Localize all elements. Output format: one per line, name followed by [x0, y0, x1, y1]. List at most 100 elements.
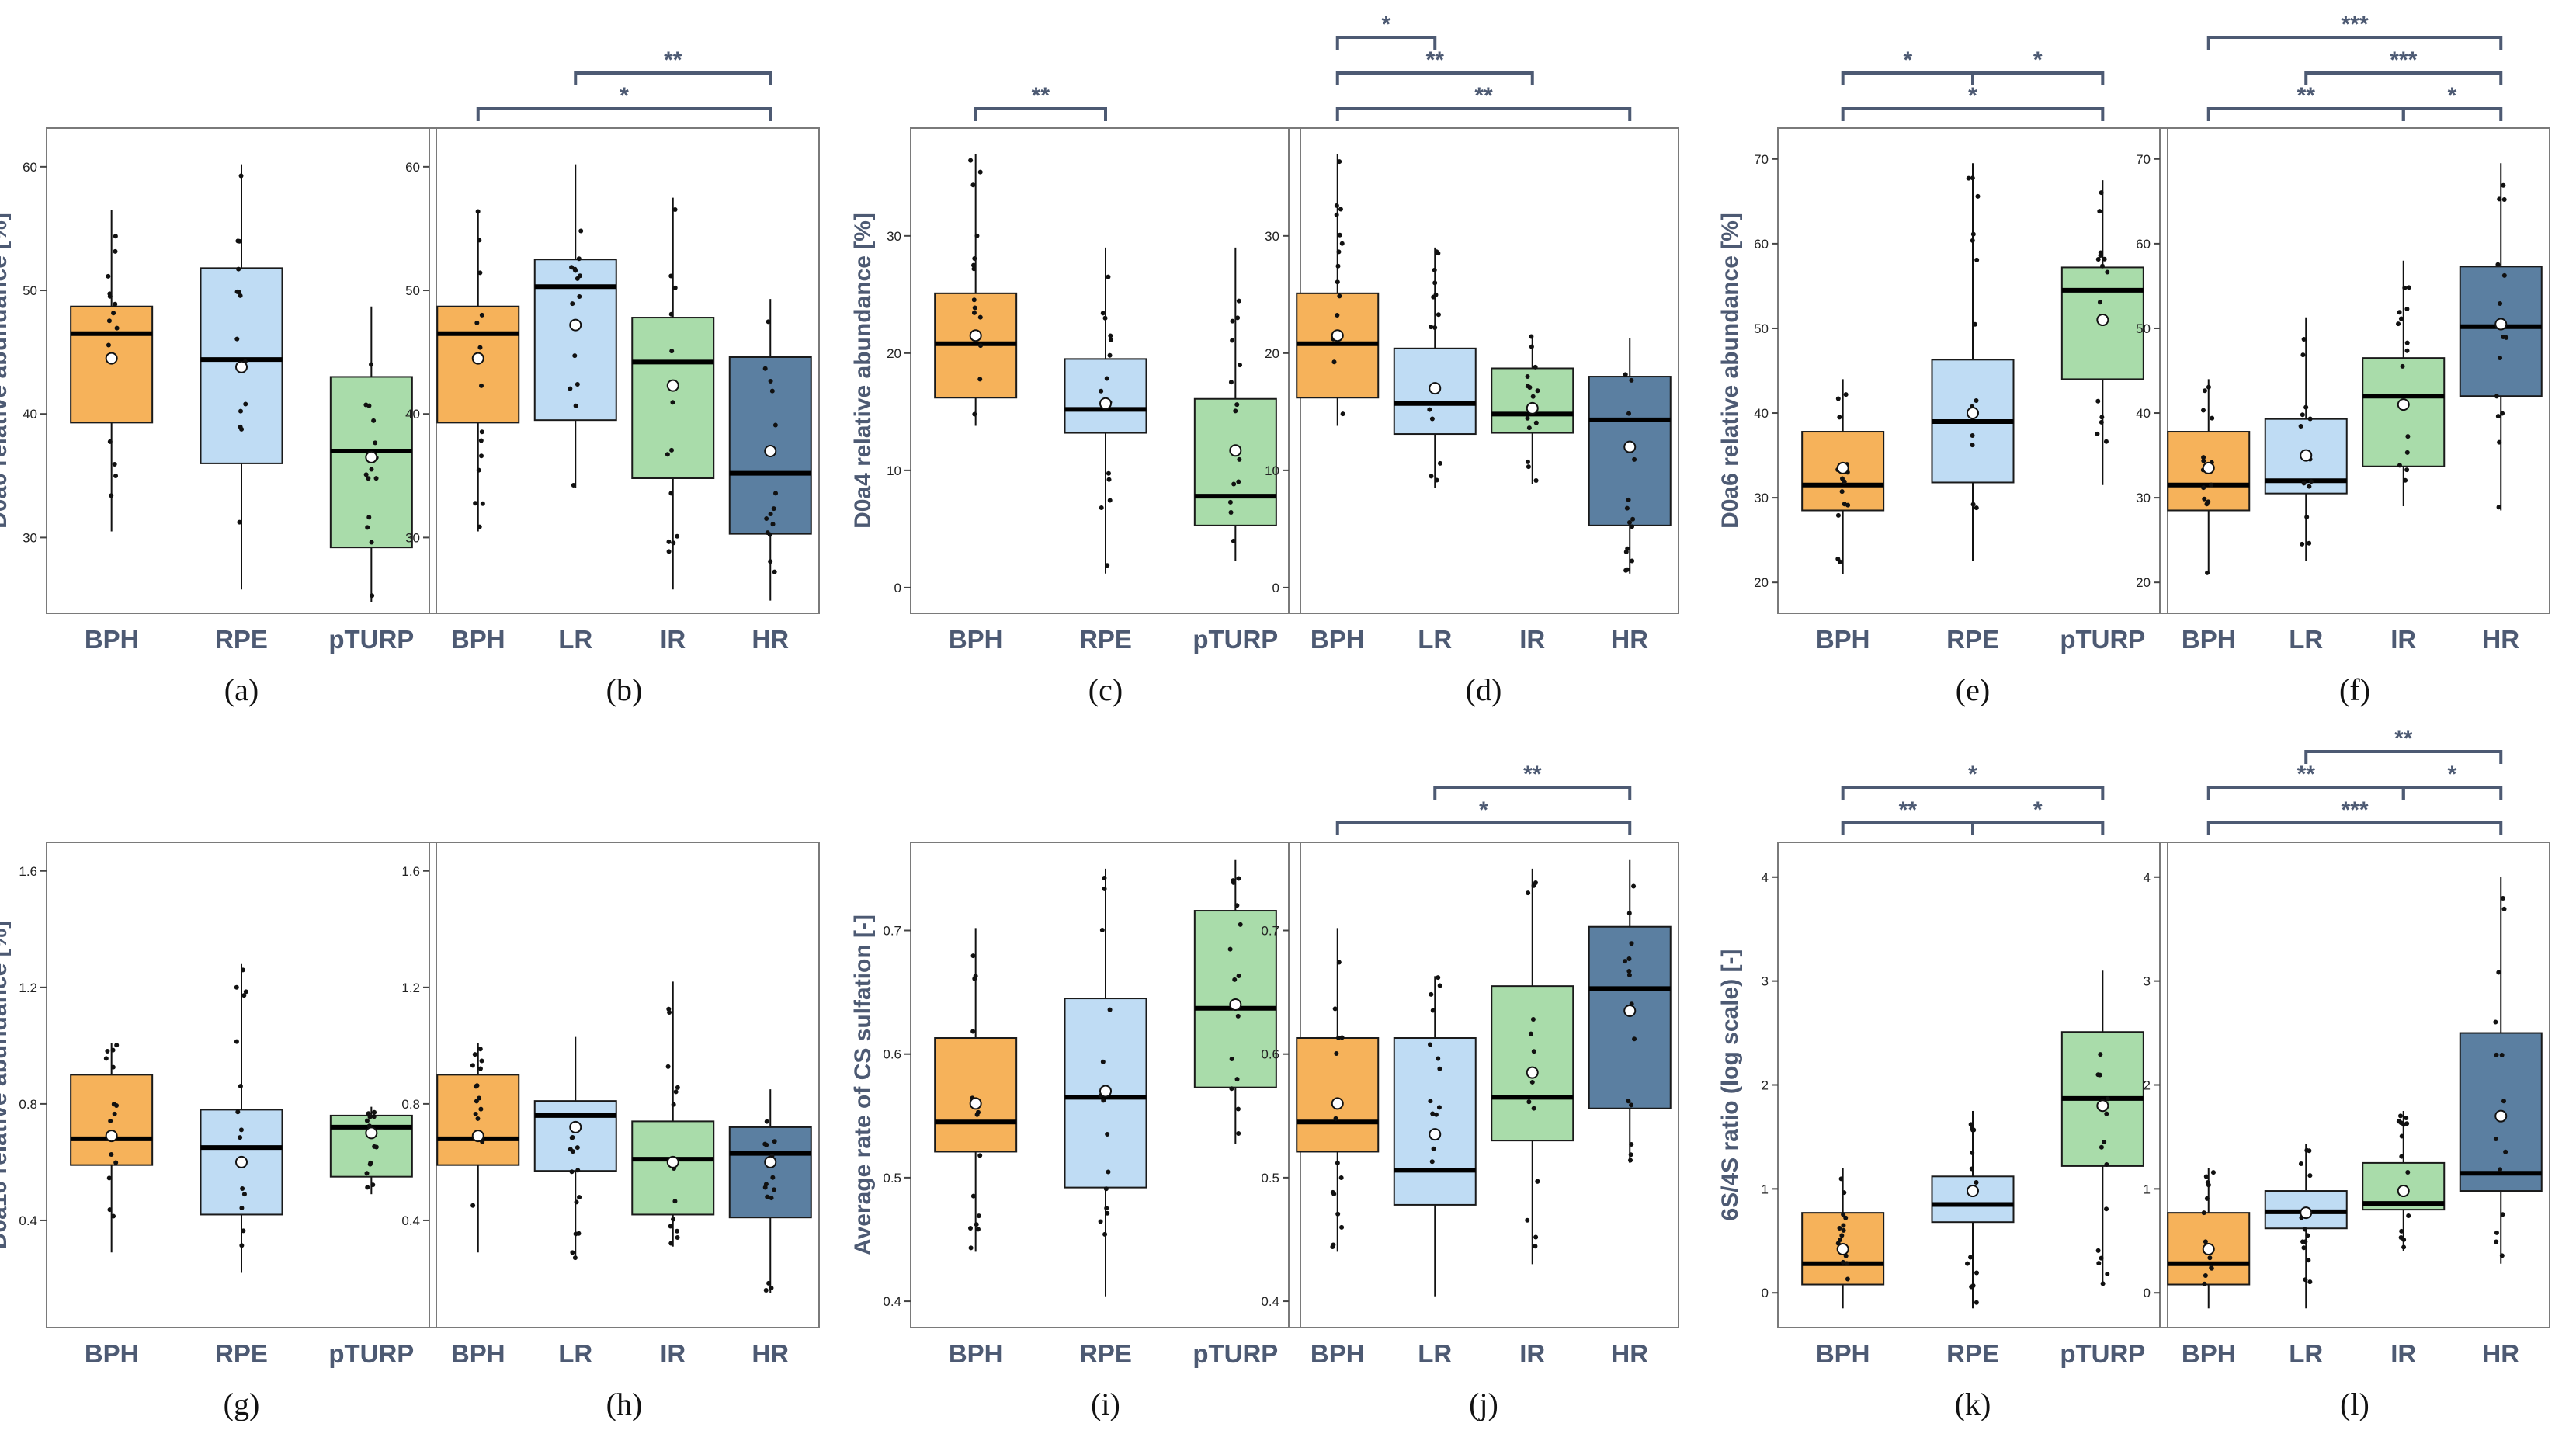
mean-marker: [569, 1120, 582, 1133]
data-point: [1428, 1042, 1433, 1047]
data-point: [2303, 1239, 2308, 1244]
data-point: [1432, 280, 1438, 286]
y-tick-label: 0: [2144, 1286, 2151, 1300]
data-point: [2397, 310, 2402, 315]
data-point: [577, 1195, 582, 1200]
data-point: [2099, 1255, 2104, 1261]
mean-marker: [1526, 401, 1539, 415]
category-label: BPH: [1311, 625, 1365, 654]
data-point: [1970, 1283, 1976, 1288]
significance-bracket: [2304, 750, 2503, 764]
data-point: [1432, 267, 1437, 272]
category-label: HR: [2482, 1339, 2519, 1368]
data-point: [2095, 398, 2101, 404]
data-point: [1227, 499, 1233, 505]
y-tick-label: 0: [894, 581, 901, 595]
data-point: [1970, 443, 1975, 448]
data-point: [668, 1224, 673, 1229]
data-point: [1234, 903, 1240, 908]
data-point: [1429, 991, 1434, 997]
significance-bracket: [1841, 821, 1974, 835]
panel-label: (j): [1469, 1387, 1498, 1421]
y-tick-label: 30: [887, 229, 901, 244]
data-point: [770, 1175, 776, 1180]
data-point: [477, 1047, 483, 1052]
panel-label: (i): [1091, 1387, 1120, 1421]
data-point: [1102, 1231, 1108, 1237]
data-point: [763, 1288, 769, 1293]
y-axis-label: 6S/4S ratio (log scale) [-]: [1717, 949, 1743, 1220]
data-point: [479, 1058, 484, 1064]
significance-bracket: [1433, 786, 1632, 800]
data-point: [1837, 415, 1842, 420]
data-point: [673, 1089, 679, 1095]
data-point: [113, 473, 119, 478]
category-label: pTURP: [328, 625, 414, 654]
mean-marker: [2397, 1185, 2410, 1198]
data-point: [2501, 196, 2507, 202]
data-point: [239, 1205, 245, 1210]
data-point: [2495, 262, 2501, 267]
data-point: [2301, 481, 2307, 486]
data-point: [1099, 505, 1104, 511]
data-point: [2501, 1099, 2506, 1104]
data-point: [1235, 1013, 1241, 1019]
data-point: [1236, 876, 1241, 881]
mean-marker: [666, 1155, 679, 1168]
mean-marker: [1967, 407, 1979, 420]
y-tick-label: 40: [23, 407, 37, 422]
data-point: [1626, 1099, 1631, 1104]
mean-marker: [764, 1155, 777, 1168]
data-point: [1974, 505, 1979, 511]
data-point: [1107, 1007, 1113, 1012]
data-point: [1437, 460, 1442, 466]
data-point: [2203, 1239, 2208, 1244]
data-point: [1099, 388, 1104, 394]
significance-bracket: [476, 107, 772, 121]
data-point: [2105, 1096, 2110, 1102]
y-tick-label: 40: [405, 407, 420, 422]
data-point: [1974, 1180, 1979, 1185]
data-point: [1970, 175, 1975, 181]
data-point: [2500, 895, 2505, 901]
data-point: [2499, 1253, 2505, 1258]
data-point: [968, 158, 974, 163]
data-point: [1236, 1130, 1241, 1136]
data-point: [1338, 1175, 1344, 1180]
panel-label: (f): [2339, 672, 2370, 707]
data-point: [373, 440, 378, 446]
y-tick-label: 0.5: [1261, 1171, 1279, 1185]
data-point: [669, 349, 675, 354]
data-point: [974, 1112, 980, 1117]
significance-bracket: [2206, 821, 2503, 835]
data-point: [576, 256, 582, 262]
y-tick-label: 2: [2144, 1078, 2151, 1093]
mean-marker: [2397, 398, 2410, 411]
box-pturp: [1193, 397, 1277, 526]
box-hr: [1588, 925, 1672, 1109]
y-tick-label: 0.4: [1261, 1294, 1279, 1309]
data-point: [2298, 1161, 2303, 1166]
significance-bracket: [1971, 71, 2105, 85]
data-point: [2202, 496, 2207, 502]
y-tick-label: 50: [23, 283, 37, 298]
data-point: [2405, 1170, 2411, 1175]
data-point: [1630, 516, 1636, 522]
data-point: [238, 293, 243, 298]
data-point: [971, 262, 977, 268]
data-point: [1436, 1105, 1442, 1110]
data-point: [479, 312, 484, 318]
data-point: [1632, 1036, 1637, 1042]
data-point: [106, 1175, 112, 1181]
data-point: [672, 1199, 678, 1204]
y-tick-label: 50: [405, 283, 420, 298]
y-tick-label: 20: [1754, 575, 1769, 590]
data-point: [675, 1235, 680, 1241]
data-point: [2201, 408, 2206, 413]
y-tick-label: 20: [1265, 346, 1279, 361]
data-point: [1340, 411, 1345, 417]
category-label: BPH: [2182, 1339, 2236, 1368]
data-point: [2307, 1173, 2313, 1179]
significance-label: **: [2394, 726, 2413, 752]
data-point: [772, 1139, 777, 1144]
